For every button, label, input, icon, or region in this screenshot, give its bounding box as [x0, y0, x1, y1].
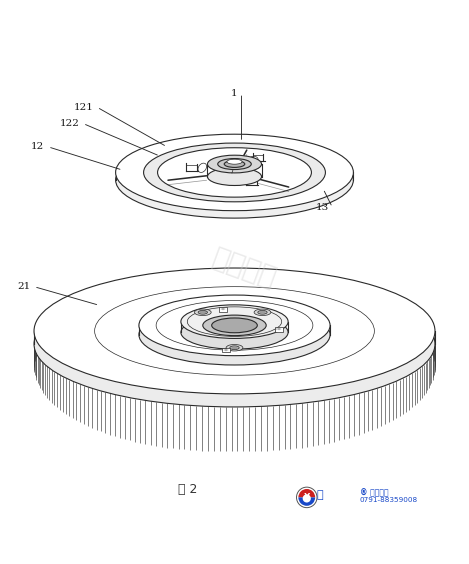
Wedge shape: [298, 497, 315, 506]
Ellipse shape: [230, 346, 239, 350]
Text: 1: 1: [231, 89, 238, 98]
Ellipse shape: [212, 318, 257, 333]
Ellipse shape: [34, 268, 435, 394]
Ellipse shape: [198, 310, 207, 314]
Ellipse shape: [139, 305, 330, 365]
Ellipse shape: [258, 310, 267, 314]
Text: ® 旭洁环保: ® 旭洁环保: [360, 489, 388, 498]
Ellipse shape: [207, 168, 262, 186]
FancyBboxPatch shape: [222, 348, 230, 352]
Circle shape: [303, 494, 311, 503]
Ellipse shape: [254, 309, 271, 316]
Circle shape: [296, 487, 317, 508]
Text: 121: 121: [73, 103, 93, 112]
Text: 122: 122: [60, 119, 79, 128]
Ellipse shape: [226, 345, 243, 351]
Text: 图 2: 图 2: [178, 483, 197, 496]
Ellipse shape: [116, 142, 353, 218]
Ellipse shape: [34, 281, 435, 407]
Text: 0791-88359008: 0791-88359008: [360, 497, 418, 504]
Ellipse shape: [203, 315, 266, 336]
Ellipse shape: [224, 161, 245, 168]
Text: 21: 21: [17, 282, 30, 291]
Ellipse shape: [218, 158, 251, 170]
FancyBboxPatch shape: [219, 307, 227, 312]
Ellipse shape: [116, 134, 353, 211]
Text: 鸿洁环保: 鸿洁环保: [208, 244, 280, 293]
Ellipse shape: [207, 155, 262, 173]
Ellipse shape: [144, 143, 325, 202]
Wedge shape: [298, 489, 315, 497]
Text: 12: 12: [31, 142, 44, 151]
Text: 洁: 洁: [317, 490, 324, 500]
Ellipse shape: [139, 295, 330, 356]
Text: 13: 13: [316, 203, 329, 212]
Text: X: X: [303, 493, 310, 502]
FancyBboxPatch shape: [274, 327, 283, 332]
Ellipse shape: [158, 148, 311, 197]
Ellipse shape: [181, 305, 288, 338]
Ellipse shape: [181, 316, 288, 349]
Ellipse shape: [227, 159, 242, 164]
Ellipse shape: [195, 309, 211, 316]
